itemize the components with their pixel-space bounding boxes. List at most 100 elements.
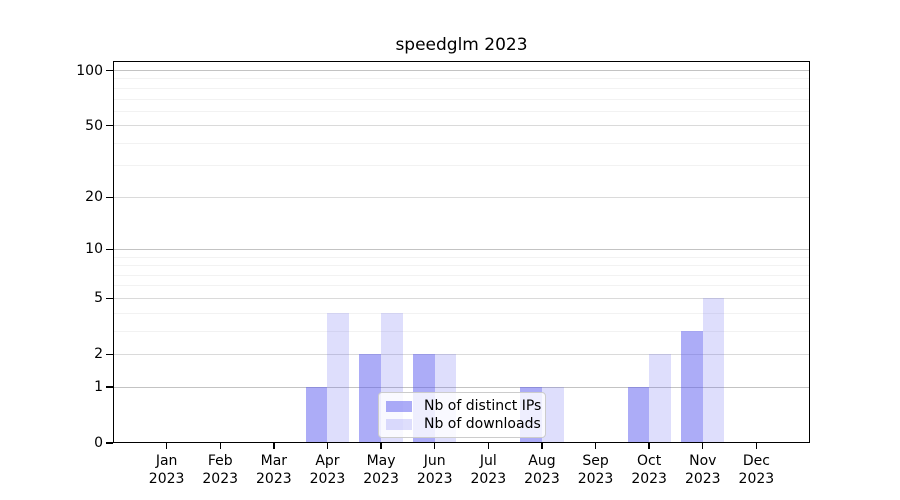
x-tick-month: Dec <box>742 453 770 469</box>
legend-label-downloads: Nb of downloads <box>424 416 541 432</box>
x-tick-year: 2023 <box>684 471 721 487</box>
y-tick-label: 0 <box>94 435 103 451</box>
y-tick-label: 50 <box>85 117 103 134</box>
y-tick-mark <box>106 69 113 72</box>
x-tick-year: 2023 <box>148 471 185 487</box>
x-tick-year: 2023 <box>577 471 614 487</box>
x-tick-label: Mar 2023 <box>234 452 314 488</box>
bar-downloads-aug <box>541 387 564 443</box>
y-tick-mark <box>106 248 113 251</box>
x-tick-label: Jun 2023 <box>395 452 475 488</box>
x-tick-year: 2023 <box>470 471 507 487</box>
x-tick-year: 2023 <box>738 471 775 487</box>
x-tick-label: Nov 2023 <box>663 452 743 488</box>
legend: Nb of distinct IPs Nb of downloads <box>378 392 546 438</box>
gridline-minor <box>113 142 810 144</box>
gridline-minor <box>113 256 810 258</box>
gridline-major <box>113 196 810 198</box>
gridline-minor <box>113 265 810 267</box>
x-tick-mark <box>380 443 382 449</box>
x-tick-month: Jun <box>423 453 446 469</box>
x-tick-year: 2023 <box>363 471 399 487</box>
x-tick-mark <box>541 443 543 449</box>
y-tick-label: 2 <box>94 346 103 363</box>
bar-distinct-ips-nov <box>681 331 703 443</box>
x-tick-month: Jul <box>479 453 497 469</box>
x-tick-year: 2023 <box>631 471 667 487</box>
gridline-major <box>113 125 810 127</box>
gridline-minor <box>113 87 810 89</box>
y-tick-label: 1 <box>94 379 103 396</box>
x-tick-label: Jan 2023 <box>127 452 207 488</box>
x-tick-label: Dec 2023 <box>716 452 796 488</box>
x-tick-label: Jul 2023 <box>448 452 528 488</box>
legend-item-downloads: Nb of downloads <box>386 415 541 433</box>
legend-label-distinct-ips: Nb of distinct IPs <box>424 398 542 414</box>
y-tick-mark <box>106 125 113 127</box>
x-tick-label: Sep 2023 <box>556 452 636 488</box>
x-tick-month: May <box>366 453 396 469</box>
y-tick-mark <box>106 353 113 356</box>
gridline-minor <box>113 98 810 100</box>
x-tick-month: Jan <box>155 453 178 469</box>
y-tick-label: 20 <box>85 189 103 206</box>
legend-swatch-distinct-ips <box>386 400 412 412</box>
legend-swatch-downloads <box>386 418 412 430</box>
x-tick-mark <box>487 443 489 449</box>
bar-downloads-apr <box>327 313 350 443</box>
y-tick-label: 10 <box>85 241 103 258</box>
y-tick-mark <box>106 386 113 388</box>
gridline-minor <box>113 312 810 314</box>
gridline-minor <box>113 78 810 80</box>
y-tick-mark <box>106 442 113 444</box>
x-tick-year: 2023 <box>416 471 453 487</box>
x-tick-label: May 2023 <box>341 452 421 488</box>
gridline-minor <box>113 165 810 167</box>
legend-item-distinct-ips: Nb of distinct IPs <box>386 397 541 415</box>
bar-distinct-ips-apr <box>305 387 328 443</box>
x-tick-month: Mar <box>260 453 288 469</box>
x-tick-mark <box>219 443 221 449</box>
x-tick-mark <box>648 443 650 449</box>
gridline-major <box>113 353 810 355</box>
x-tick-mark <box>273 443 275 449</box>
gridline-minor <box>113 285 810 287</box>
x-tick-mark <box>433 443 436 449</box>
y-tick-label: 5 <box>94 290 103 307</box>
x-tick-year: 2023 <box>309 471 346 487</box>
x-tick-month: Sep <box>582 453 609 469</box>
x-tick-mark <box>326 443 329 449</box>
bar-distinct-ips-oct <box>627 387 650 443</box>
x-tick-month: Feb <box>207 453 233 469</box>
y-tick-mark <box>106 196 113 198</box>
gridline-minor <box>113 330 810 332</box>
x-tick-year: 2023 <box>202 471 239 487</box>
x-tick-mark <box>594 443 597 449</box>
x-tick-month: Oct <box>637 453 662 469</box>
x-tick-label: Feb 2023 <box>180 452 260 488</box>
x-tick-month: Aug <box>528 453 556 469</box>
gridline-major <box>113 386 810 388</box>
x-tick-label: Apr 2023 <box>287 452 367 488</box>
x-tick-label: Oct 2023 <box>609 452 689 488</box>
x-tick-month: Apr <box>315 453 340 469</box>
gridline-major <box>113 248 810 250</box>
bar-downloads-oct <box>649 354 671 443</box>
x-tick-mark <box>702 443 704 449</box>
gridline-major <box>113 70 810 72</box>
gridline-minor <box>113 110 810 112</box>
x-tick-label: Aug 2023 <box>502 452 582 488</box>
x-tick-mark <box>755 443 758 449</box>
gridline-minor <box>113 274 810 276</box>
x-tick-month: Nov <box>689 453 717 469</box>
plot-area <box>113 61 810 443</box>
bar-distinct-ips-may <box>359 354 382 443</box>
x-tick-mark <box>165 443 168 449</box>
y-tick-label: 100 <box>76 62 103 79</box>
bar-downloads-nov <box>702 298 725 443</box>
x-tick-year: 2023 <box>524 471 560 487</box>
chart-title: speedglm 2023 <box>395 35 528 55</box>
y-tick-mark <box>106 297 113 300</box>
x-tick-year: 2023 <box>256 471 292 487</box>
